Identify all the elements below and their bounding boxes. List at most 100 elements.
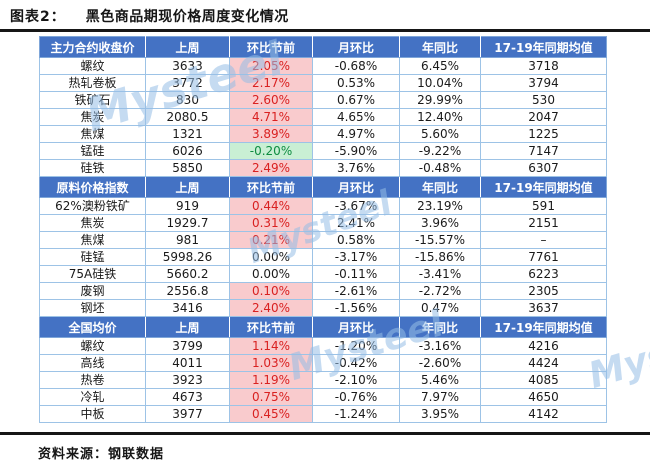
value-cell: 2305 (480, 282, 607, 300)
value-cell: -15.57% (399, 231, 481, 249)
price-table-body: 主力合约收盘价 上周 环比节前 月环比 年同比 17-19年同期均值 螺纹 3633 2.05%… (39, 36, 607, 423)
value-cell: 3.76% (312, 159, 400, 177)
row-label-cell: 75A硅铁 (39, 265, 146, 283)
data-source: 资料来源：钢联数据 (38, 447, 165, 462)
row-label-cell: 硅铁 (39, 159, 146, 177)
value-cell: 7761 (480, 248, 607, 266)
table-row: 焦炭 2080.5 4.71% 4.65% 12.40% 2047 (39, 108, 607, 126)
value-cell: 4011 (145, 354, 230, 372)
table-row: 螺纹 3799 1.14% -1.20% -3.16% 4216 (39, 337, 607, 355)
column-header-cell: 环比节前 (229, 36, 313, 58)
value-cell: 5850 (145, 159, 230, 177)
row-label-cell: 焦炭 (39, 214, 146, 232)
value-cell: -2.61% (312, 282, 400, 300)
value-cell: 2151 (480, 214, 607, 232)
value-cell: 981 (145, 231, 230, 249)
value-cell: 0.58% (312, 231, 400, 249)
row-label-cell: 锰硅 (39, 142, 146, 160)
value-cell: 4.71% (229, 108, 313, 126)
value-cell: 919 (145, 197, 230, 215)
value-cell: 830 (145, 91, 230, 109)
table-row: 铁矿石 830 2.60% 0.67% 29.99% 530 (39, 91, 607, 109)
value-cell: 10.04% (399, 74, 481, 92)
value-cell: 0.53% (312, 74, 400, 92)
value-cell: 4650 (480, 388, 607, 406)
value-cell: 0.21% (229, 231, 313, 249)
value-cell: -1.24% (312, 405, 400, 423)
value-cell: 1929.7 (145, 214, 230, 232)
value-cell: 3799 (145, 337, 230, 355)
value-cell: 2.60% (229, 91, 313, 109)
table-row: 75A硅铁 5660.2 0.00% -0.11% -3.41% 6223 (39, 265, 607, 283)
value-cell: 6307 (480, 159, 607, 177)
value-cell: 2.40% (229, 299, 313, 317)
price-table: 主力合约收盘价 上周 环比节前 月环比 年同比 17-19年同期均值 螺纹 3633 2.05%… (39, 36, 607, 423)
table-row: 焦煤 981 0.21% 0.58% -15.57% – (39, 231, 607, 249)
value-cell: 530 (480, 91, 607, 109)
row-label-cell: 62%澳粉铁矿 (39, 197, 146, 215)
value-cell: 1.19% (229, 371, 313, 389)
column-header-cell: 年同比 (399, 176, 481, 198)
value-cell: 4216 (480, 337, 607, 355)
value-cell: 5998.26 (145, 248, 230, 266)
column-header-cell: 月环比 (312, 36, 400, 58)
value-cell: -9.22% (399, 142, 481, 160)
row-label-cell: 焦煤 (39, 231, 146, 249)
column-header-cell: 上周 (145, 36, 230, 58)
value-cell: 5660.2 (145, 265, 230, 283)
table-row: 废钢 2556.8 0.10% -2.61% -2.72% 2305 (39, 282, 607, 300)
value-cell: 4424 (480, 354, 607, 372)
table-row: 焦煤 1321 3.89% 4.97% 5.60% 1225 (39, 125, 607, 143)
value-cell: -0.11% (312, 265, 400, 283)
value-cell: 0.10% (229, 282, 313, 300)
table-row: 中板 3977 0.45% -1.24% 3.95% 4142 (39, 405, 607, 423)
column-header-cell: 月环比 (312, 176, 400, 198)
value-cell: 3637 (480, 299, 607, 317)
value-cell: 1321 (145, 125, 230, 143)
value-cell: 4085 (480, 371, 607, 389)
value-cell: 4142 (480, 405, 607, 423)
value-cell: 3.89% (229, 125, 313, 143)
value-cell: 3633 (145, 57, 230, 75)
value-cell: -0.42% (312, 354, 400, 372)
section-header-row: 全国均价 上周 环比节前 月环比 年同比 17-19年同期均值 (39, 316, 607, 338)
value-cell: -3.16% (399, 337, 481, 355)
value-cell: 4673 (145, 388, 230, 406)
row-label-cell: 铁矿石 (39, 91, 146, 109)
row-label-cell: 硅锰 (39, 248, 146, 266)
value-cell: 591 (480, 197, 607, 215)
table-row: 高线 4011 1.03% -0.42% -2.60% 4424 (39, 354, 607, 372)
value-cell: -0.20% (229, 142, 313, 160)
section-title-cell: 全国均价 (39, 316, 146, 338)
column-header-cell: 17-19年同期均值 (480, 36, 607, 58)
chart-title: 图表2： 黑色商品期现价格周度变化情况 (10, 6, 289, 26)
value-cell: -5.90% (312, 142, 400, 160)
value-cell: 4.97% (312, 125, 400, 143)
value-cell: 5.60% (399, 125, 481, 143)
value-cell: 1225 (480, 125, 607, 143)
section-title-cell: 主力合约收盘价 (39, 36, 146, 58)
value-cell: 0.31% (229, 214, 313, 232)
value-cell: -2.10% (312, 371, 400, 389)
value-cell: 2.17% (229, 74, 313, 92)
value-cell: 5.46% (399, 371, 481, 389)
value-cell: 3.96% (399, 214, 481, 232)
column-header-cell: 17-19年同期均值 (480, 316, 607, 338)
row-label-cell: 中板 (39, 405, 146, 423)
table-row: 钢坯 3416 2.40% -1.56% 0.47% 3637 (39, 299, 607, 317)
value-cell: 3.95% (399, 405, 481, 423)
value-cell: 2047 (480, 108, 607, 126)
column-header-cell: 上周 (145, 176, 230, 198)
value-cell: 3977 (145, 405, 230, 423)
value-cell: 0.00% (229, 248, 313, 266)
table-row: 热卷 3923 1.19% -2.10% 5.46% 4085 (39, 371, 607, 389)
value-cell: -2.60% (399, 354, 481, 372)
value-cell: 1.14% (229, 337, 313, 355)
column-header-cell: 环比节前 (229, 176, 313, 198)
table-row: 热轧卷板 3772 2.17% 0.53% 10.04% 3794 (39, 74, 607, 92)
bottom-divider (0, 432, 650, 435)
value-cell: 6026 (145, 142, 230, 160)
table-row: 锰硅 6026 -0.20% -5.90% -9.22% 7147 (39, 142, 607, 160)
table-row: 螺纹 3633 2.05% -0.68% 6.45% 3718 (39, 57, 607, 75)
